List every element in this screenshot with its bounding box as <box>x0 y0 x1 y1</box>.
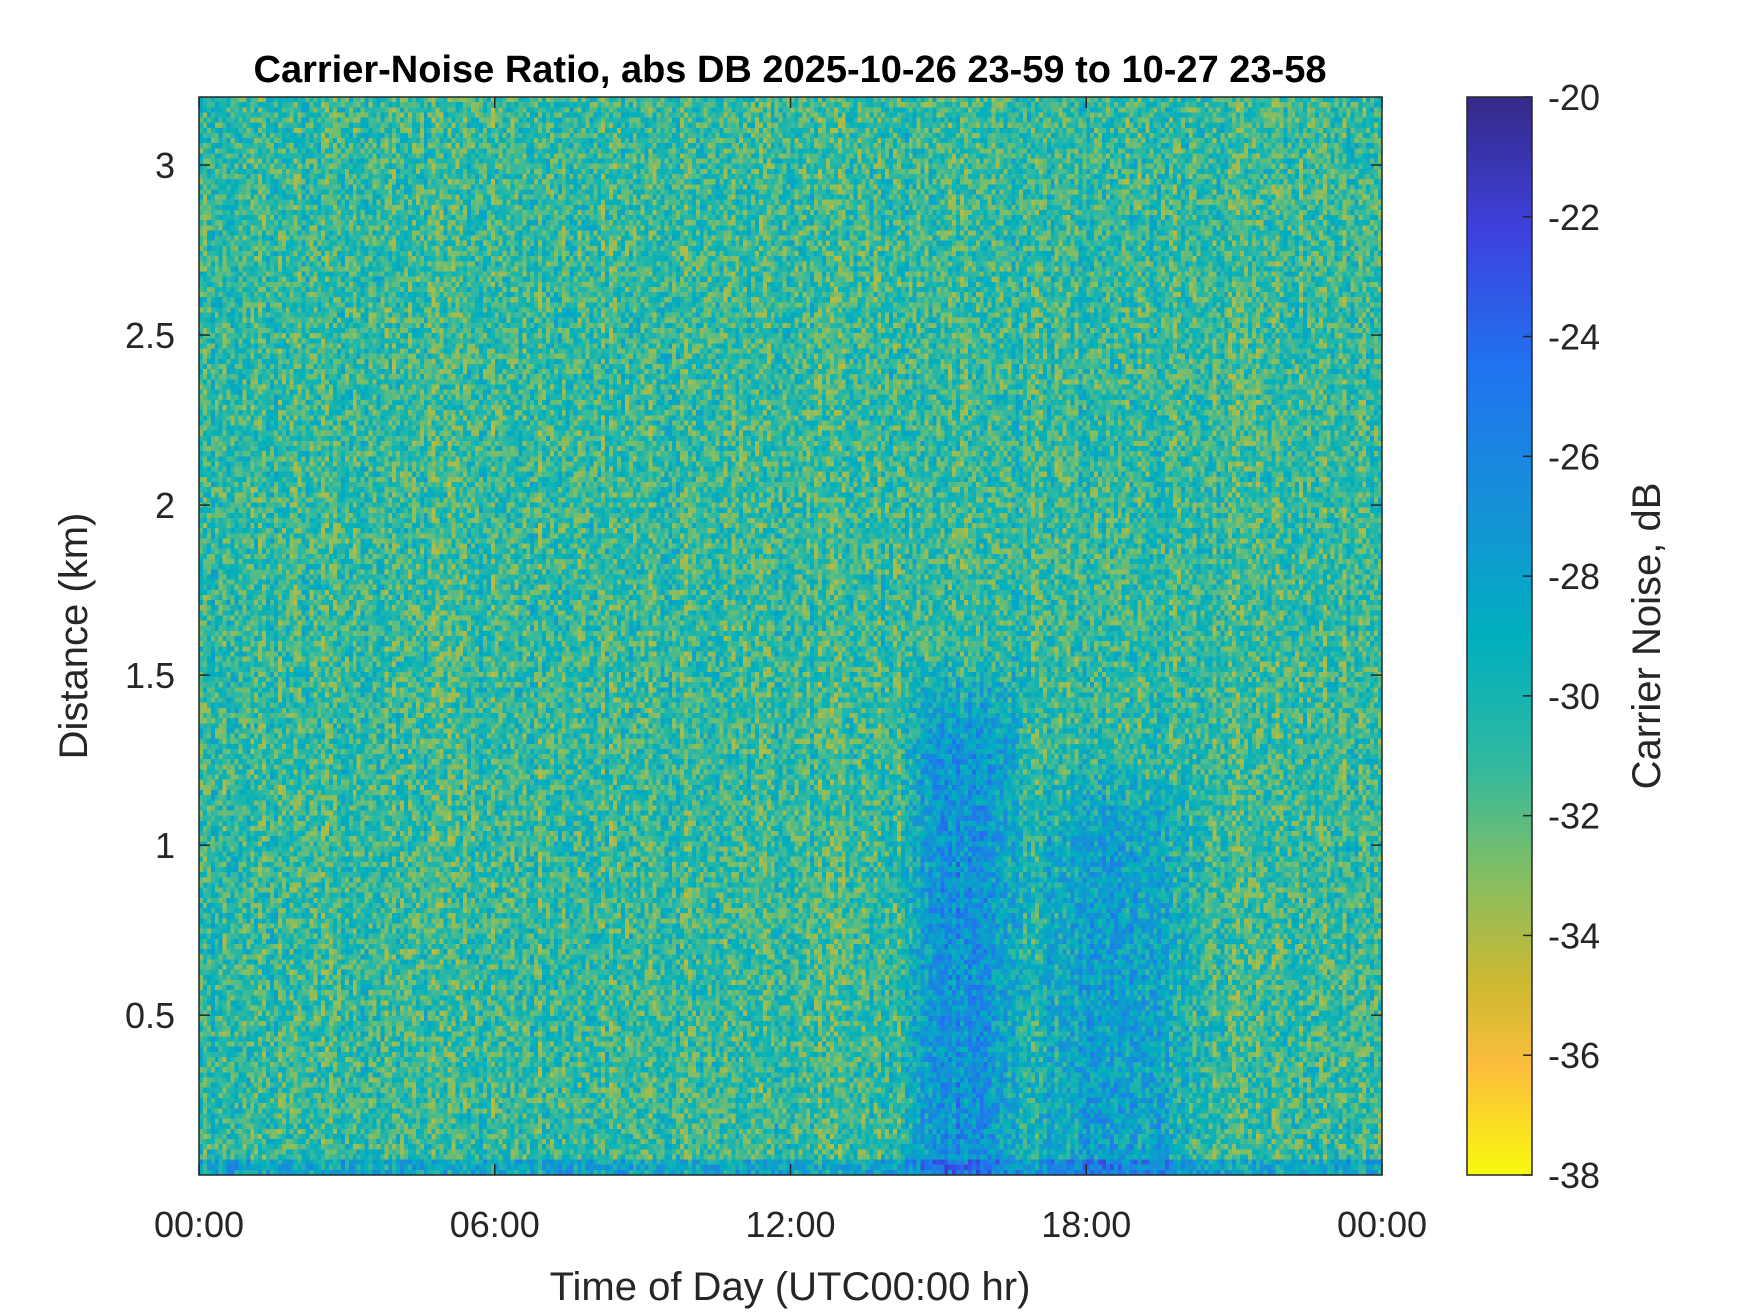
x-axis-label: Time of Day (UTC00:00 hr) <box>550 1265 1031 1309</box>
heatmap-image <box>199 97 1382 1175</box>
chart-title: Carrier-Noise Ratio, abs DB 2025-10-26 2… <box>254 49 1327 91</box>
x-axis: 00:00 06:00 12:00 18:00 00:00 <box>154 97 1427 1245</box>
colorbar-tick-label: -32 <box>1548 796 1600 837</box>
colorbar-gradient <box>1467 97 1532 1175</box>
plot-frame <box>198 96 1383 1176</box>
x-tick-label: 06:00 <box>450 1204 540 1245</box>
x-tick-label: 18:00 <box>1041 1204 1131 1245</box>
y-tick-label: 2.5 <box>125 315 175 356</box>
x-tick-label: 12:00 <box>745 1204 835 1245</box>
y-axis-label: Distance (km) <box>52 513 96 760</box>
y-tick-label: 0.5 <box>125 995 175 1036</box>
y-tick-label: 3 <box>155 145 175 186</box>
colorbar-axis: -20 -22 -24 -26 -28 -30 -32 -34 -36 -38 <box>1523 77 1600 1196</box>
colorbar-tick-label: -34 <box>1548 915 1600 956</box>
colorbar-label: Carrier Noise, dB <box>1625 483 1669 790</box>
colorbar-tick-label: -22 <box>1548 197 1600 238</box>
colorbar-tick-label: -30 <box>1548 676 1600 717</box>
y-tick-label: 1.5 <box>125 655 175 696</box>
colorbar-tick-label: -28 <box>1548 556 1600 597</box>
colorbar-tick-label: -36 <box>1548 1035 1600 1076</box>
y-axis: 0.5 1 1.5 2 2.5 3 <box>125 145 1382 1036</box>
colorbar-tick-label: -38 <box>1548 1155 1600 1196</box>
y-tick-label: 2 <box>155 485 175 526</box>
colorbar-frame <box>1466 96 1533 1176</box>
y-tick-label: 1 <box>155 825 175 866</box>
x-tick-label: 00:00 <box>154 1204 244 1245</box>
colorbar-tick-label: -26 <box>1548 436 1600 477</box>
x-tick-label: 00:00 <box>1337 1204 1427 1245</box>
colorbar-tick-label: -24 <box>1548 317 1600 358</box>
colorbar-tick-label: -20 <box>1548 77 1600 118</box>
